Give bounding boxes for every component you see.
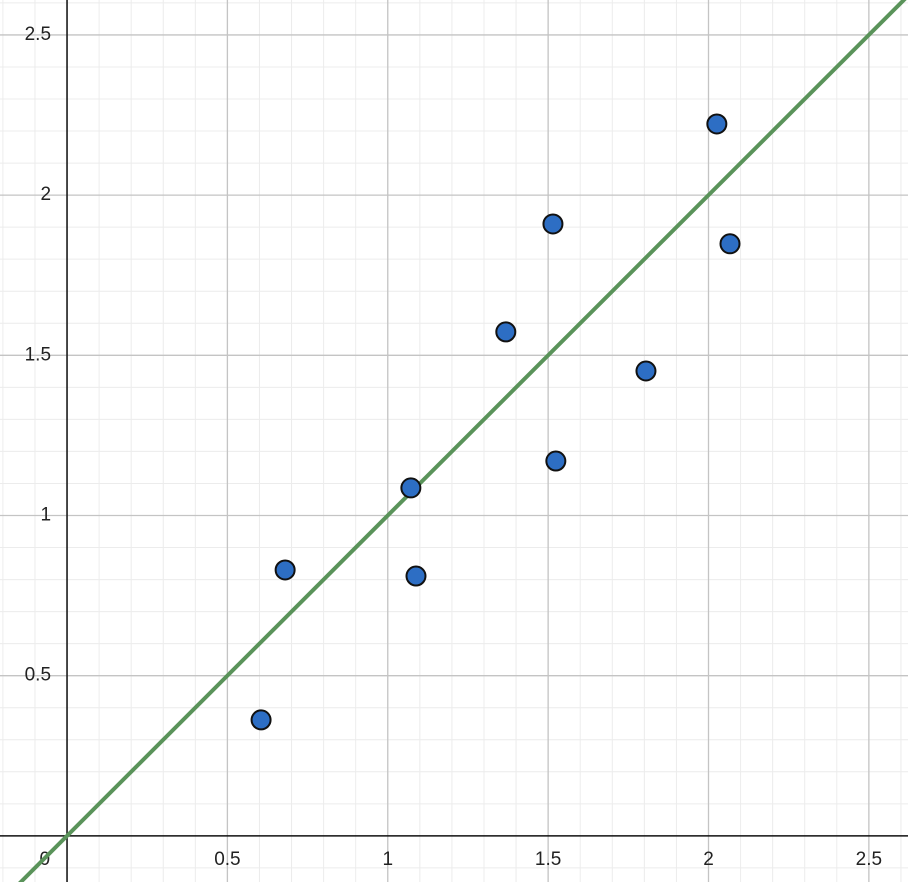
y-tick-label: 2.5 — [25, 24, 51, 45]
y-tick-label: 2 — [40, 184, 51, 205]
point — [495, 321, 517, 343]
point — [635, 360, 657, 382]
point — [250, 709, 272, 731]
point — [542, 213, 564, 235]
y-tick-label: 1.5 — [25, 344, 51, 365]
point — [719, 233, 741, 255]
x-tick-label: 1 — [382, 849, 393, 870]
y-tick-label: 1 — [40, 505, 51, 526]
point — [545, 450, 567, 472]
point — [274, 559, 296, 581]
point — [405, 565, 427, 587]
x-tick-label: 1.5 — [535, 849, 561, 870]
y-tick-label: 0.5 — [25, 665, 51, 686]
point — [706, 113, 728, 135]
x-tick-label: 0.5 — [214, 849, 240, 870]
x-tick-label: 2 — [703, 849, 714, 870]
point — [400, 477, 422, 499]
x-tick-label: 2.5 — [856, 849, 882, 870]
